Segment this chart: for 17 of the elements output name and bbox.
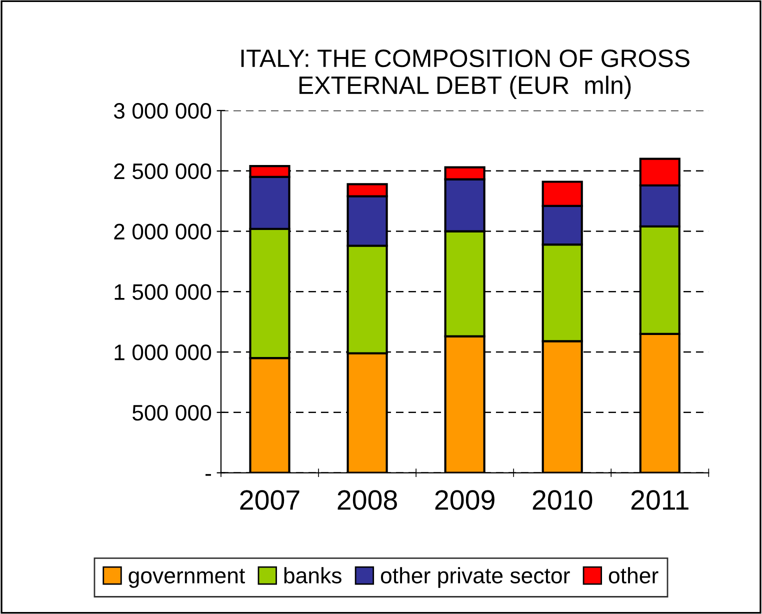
y-tick-label: 1 000 000	[114, 344, 212, 360]
legend-label: other	[608, 567, 658, 584]
x-tick-label: 2007	[240, 490, 300, 510]
y-tick-label: 500 000	[132, 404, 212, 421]
x-tick-label: 2010	[532, 490, 592, 510]
x-tick-label: 2011	[631, 490, 688, 510]
x-tick-label: 2008	[338, 490, 397, 510]
y-tick-label: 3 000 000	[114, 103, 212, 119]
y-tick-label: -	[206, 474, 211, 476]
legend-label: banks	[284, 567, 342, 584]
legend-label: other private sector	[380, 567, 570, 588]
legend-label: government	[128, 568, 246, 588]
y-tick-label: 2 500 000	[114, 163, 212, 180]
y-tick-label: 2 000 000	[114, 224, 212, 240]
x-tick-label: 2009	[435, 490, 494, 510]
y-tick-label: 1 500 000	[114, 284, 212, 300]
chart-title: ITALY: THE COMPOSITION OF GROSS EXTERNAL DEBT (EUR mln)	[241, 49, 690, 100]
